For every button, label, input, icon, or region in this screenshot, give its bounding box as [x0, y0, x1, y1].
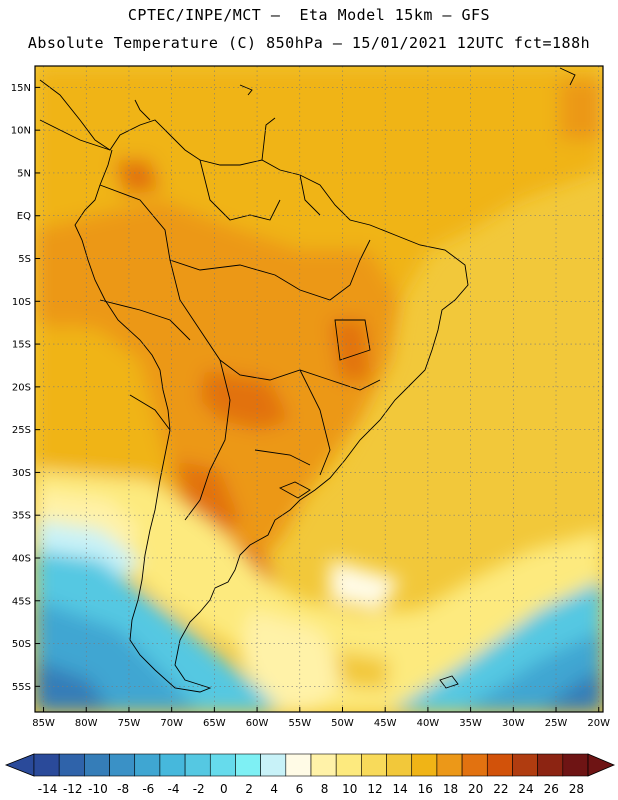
colorbar-swatch: [486, 753, 513, 777]
colorbar-label: 6: [296, 782, 304, 796]
colorbar-label: -4: [168, 782, 180, 796]
lat-label: 5S: [18, 254, 31, 265]
colorbar-swatch: [134, 753, 161, 777]
colorbar-swatch: [184, 753, 211, 777]
latitude-labels: 15N 10N 5N EQ 5S 10S 15S 20S 25S 30S 35S 40S 45S 50S 5…: [11, 83, 40, 693]
colorbar-swatch: [159, 753, 186, 777]
colorbar-swatch: [411, 753, 438, 777]
lat-label: 50S: [12, 639, 31, 650]
colorbar-label: 22: [493, 782, 508, 796]
colorbar-label: 10: [342, 782, 357, 796]
lon-label: 80W: [75, 718, 98, 729]
colorbar-label: 16: [418, 782, 433, 796]
colorbar-swatch: [386, 753, 413, 777]
colorbar-swatch: [260, 753, 287, 777]
colorbar-label: 24: [518, 782, 533, 796]
lon-label: 55W: [288, 718, 311, 729]
lon-label: 70W: [160, 718, 183, 729]
colorbar-swatch: [109, 753, 136, 777]
colorbar-swatch: [537, 753, 564, 777]
lon-label: 25W: [545, 718, 568, 729]
colorbar: -14 -12 -10 -8 -6 -4 -2 0 2 4 6 8 10 12 14 16 18 20 22 24 26…: [4, 753, 616, 796]
gridlines: [35, 66, 603, 712]
colorbar-swatch: [84, 753, 110, 777]
map-frame: [34, 65, 604, 713]
lat-label: 10N: [11, 126, 31, 137]
colorbar-swatch: [436, 753, 463, 777]
colorbar-label: 0: [220, 782, 228, 796]
colorbar-swatch: [335, 753, 362, 777]
colorbar-left-arrow: [4, 753, 35, 777]
coastline: [39, 67, 576, 693]
map-subtitle: Absolute Temperature (C) 850hPa — 15/01/…: [27, 34, 591, 52]
colorbar-label: 20: [468, 782, 483, 796]
lat-label: 40S: [12, 553, 31, 564]
lat-label: 25S: [12, 425, 31, 436]
lat-label: 55S: [12, 682, 31, 693]
lat-label: 20S: [12, 382, 31, 393]
longitude-labels: 85W 80W 75W 70W 65W 60W 55W 50W 45W 40W 35W 30W 25W 2…: [32, 707, 610, 729]
colorbar-label: 4: [270, 782, 278, 796]
colorbar-swatch: [310, 753, 337, 777]
temperature-field: [35, 66, 603, 712]
lon-label: 65W: [203, 718, 226, 729]
lat-label: 5N: [17, 168, 31, 179]
colorbar-swatch: [58, 753, 85, 777]
lat-label: 15N: [11, 83, 31, 94]
colorbar-swatch: [461, 753, 488, 777]
colorbar-label: -8: [117, 782, 129, 796]
colorbar-swatch: [285, 753, 312, 777]
colorbar-swatch: [512, 753, 538, 777]
colorbar-swatch: [361, 753, 387, 777]
colorbar-label: 14: [392, 782, 407, 796]
colorbar-label: -14: [38, 782, 58, 796]
lat-label: 35S: [12, 511, 31, 522]
lon-label: 75W: [118, 718, 141, 729]
colorbar-label: -10: [88, 782, 108, 796]
colorbar-label: 8: [321, 782, 329, 796]
lat-label: 15S: [12, 340, 31, 351]
colorbar-label: 2: [245, 782, 253, 796]
lat-label: 30S: [12, 468, 31, 479]
colorbar-label: 18: [443, 782, 458, 796]
colorbar-label: -2: [193, 782, 205, 796]
colorbar-swatch: [33, 753, 60, 777]
colorbar-label: -6: [142, 782, 154, 796]
lon-label: 20W: [587, 718, 610, 729]
lon-label: 40W: [417, 718, 440, 729]
colorbar-swatch: [209, 753, 236, 777]
lon-label: 50W: [331, 718, 354, 729]
colorbar-label: 28: [569, 782, 584, 796]
lon-label: 45W: [374, 718, 397, 729]
lon-label: 85W: [32, 718, 55, 729]
lon-label: 30W: [502, 718, 525, 729]
map-title: CPTEC/INPE/MCT — Eta Model 15km — GFS: [127, 6, 491, 24]
lat-label: 10S: [12, 297, 31, 308]
lon-label: 35W: [459, 718, 482, 729]
colorbar-swatch: [235, 753, 261, 777]
lat-label: 45S: [12, 596, 31, 607]
colorbar-label: 26: [544, 782, 559, 796]
lon-label: 60W: [246, 718, 269, 729]
colorbar-swatch: [562, 753, 589, 777]
colorbar-label: 12: [367, 782, 382, 796]
colorbar-label: -12: [63, 782, 83, 796]
colorbar-right-arrow: [587, 753, 616, 777]
lat-label: EQ: [17, 211, 31, 222]
